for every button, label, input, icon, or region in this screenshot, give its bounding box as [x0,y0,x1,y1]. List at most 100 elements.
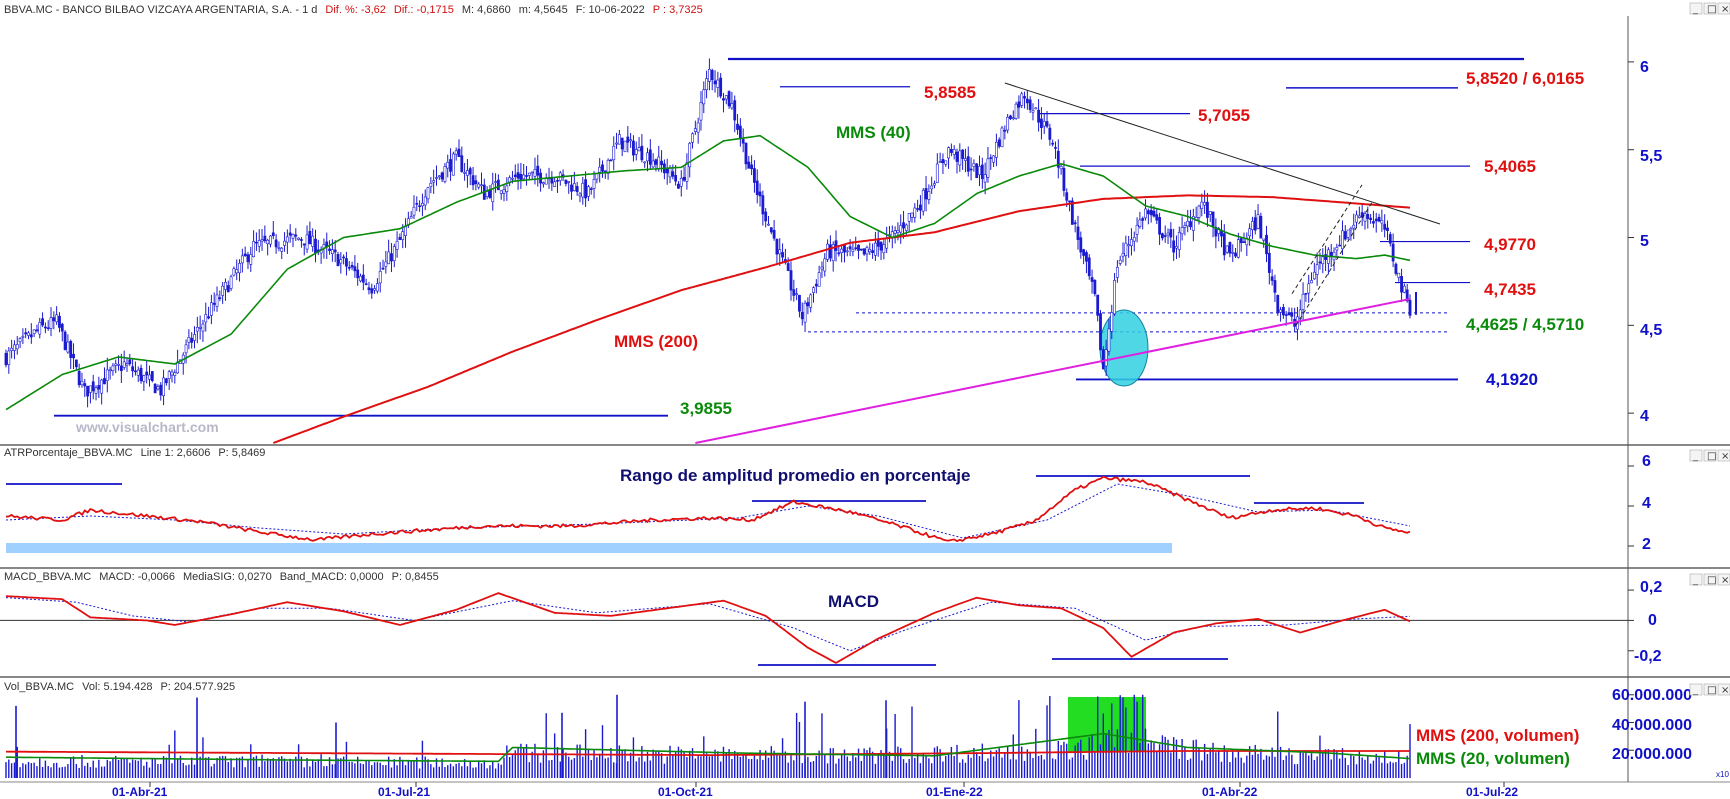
candle-body [910,212,914,218]
candle-body [83,383,87,387]
window-button-3-2[interactable] [1717,683,1730,696]
window-button-2-0[interactable] [1689,573,1703,586]
candle-body [280,247,284,252]
candle-body [1363,213,1367,222]
candle-body [1338,244,1342,247]
candle-body [1068,200,1071,203]
candle-body [266,239,270,244]
candle-body [949,149,953,153]
candle-body [1127,244,1131,247]
candle-body [913,207,917,218]
candle-body [468,168,472,175]
candle-body [263,235,267,241]
candle-body [944,160,948,165]
candle-body [446,161,450,169]
window-button-2-2[interactable] [1717,573,1730,586]
candle-body [136,369,140,376]
candle-body [373,288,376,291]
candle-body [187,337,191,343]
price-ytick-4-5: 4,5 [1640,322,1662,339]
candle-body [114,363,118,366]
candle-body [1383,223,1387,230]
window-button-3-1[interactable] [1703,683,1717,696]
macd-ytick-neg-0-2: -0,2 [1634,648,1662,665]
candle-body [1037,109,1041,123]
candle-body [1003,129,1007,132]
candle-body [1394,263,1398,274]
candle-body [1045,121,1049,127]
window-button-1-1[interactable] [1703,449,1717,462]
candle-body [1146,210,1150,215]
candle-body [1267,252,1271,273]
candle-body [840,248,844,253]
support-trendline [695,298,1411,444]
candle-body [1279,309,1282,313]
candle-body [1222,233,1226,256]
candle-body [119,365,123,372]
candle-body [1377,216,1381,222]
atr-title: Rango de amplitud promedio en porcentaje [620,466,970,485]
candle-body [595,173,599,180]
candle-body [1138,219,1142,227]
level-label-5852-60165: 5,8520 / 6,0165 [1466,69,1584,88]
candle-body [564,179,568,184]
candle-body [550,177,554,184]
candle-body [488,190,492,198]
candle-body [1175,246,1178,249]
candle-body [519,173,523,181]
candle-body [108,369,112,372]
candle-body [924,188,928,200]
window-button-0-2[interactable] [1717,2,1730,15]
window-button-0-1[interactable] [1703,2,1717,15]
candle-body [32,329,36,334]
candle-body [764,211,768,222]
window-button-3-0[interactable] [1689,683,1703,696]
candle-body [1048,127,1052,140]
candle-body [800,311,804,320]
candle-body [375,283,379,292]
candle-body [1366,214,1370,219]
candle-body [311,235,315,247]
candle-body [1093,280,1097,295]
candle-body [1107,328,1111,352]
candle-body [198,327,202,329]
candle-body [235,269,239,274]
candle-body [1000,127,1004,148]
candle-body [809,294,813,308]
vol-x10-label: x10 [1716,770,1729,779]
candle-body [716,79,720,88]
candle-body [257,240,261,247]
window-button-glyph-0-1: □ [1707,4,1716,15]
candle-body [336,254,340,267]
candle-body [733,100,737,121]
candle-body [426,187,430,200]
candle-body [1183,225,1187,228]
xtick-jul22: 01-Jul-22 [1466,785,1518,799]
candle-body [283,240,286,246]
window-button-0-0[interactable] [1689,2,1703,15]
candle-body [702,89,706,105]
candle-body [882,244,886,254]
candle-body [1256,214,1260,229]
candle-body [494,181,497,183]
channel-line-upper [1291,184,1363,294]
candle-body [719,77,723,97]
candle-body [1307,283,1311,294]
candle-body [1090,277,1094,282]
candle-body [1352,224,1356,229]
window-button-1-0[interactable] [1689,449,1703,462]
candle-body [491,183,495,203]
candle-body [1405,289,1409,302]
candle-body [798,294,801,312]
window-button-2-1[interactable] [1703,573,1717,586]
window-button-1-2[interactable] [1717,449,1730,462]
candle-body [786,263,790,271]
candle-body [27,332,30,336]
candle-body [691,133,694,143]
level-label-47435: 4,7435 [1484,280,1536,299]
candle-body [992,155,995,163]
candle-body [761,195,765,215]
candle-body [1360,212,1364,218]
